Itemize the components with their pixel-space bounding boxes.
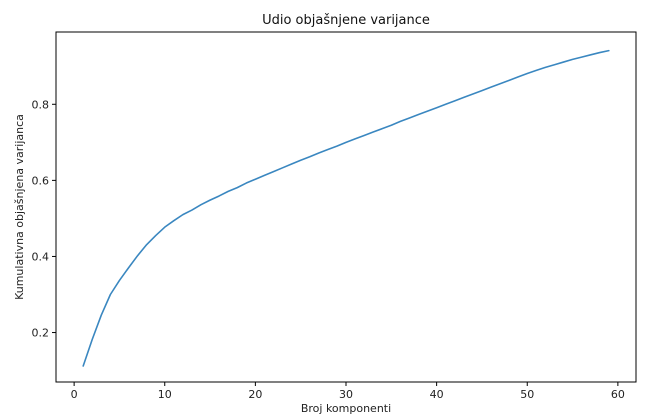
- data-point: [535, 69, 537, 71]
- data-point: [390, 124, 392, 126]
- data-point: [146, 244, 148, 246]
- x-tick-label: 0: [71, 388, 78, 401]
- data-point: [128, 267, 130, 269]
- data-point: [345, 141, 347, 143]
- data-points: [82, 50, 610, 367]
- data-point: [572, 58, 574, 60]
- data-point: [82, 365, 84, 367]
- data-point: [200, 204, 202, 206]
- data-point: [300, 159, 302, 161]
- data-point: [282, 167, 284, 169]
- x-tick-label: 50: [520, 388, 534, 401]
- data-point: [372, 131, 374, 133]
- y-axis-label: Kumulativna objašnjena varijanca: [13, 114, 26, 300]
- data-point: [354, 138, 356, 140]
- data-point: [499, 83, 501, 85]
- data-point: [318, 152, 320, 154]
- data-point: [590, 54, 592, 56]
- data-point: [363, 134, 365, 136]
- data-point: [553, 64, 555, 66]
- data-point: [408, 117, 410, 119]
- data-point: [118, 279, 120, 281]
- data-point: [218, 195, 220, 197]
- data-point: [599, 52, 601, 54]
- data-point: [137, 255, 139, 257]
- x-tick-label: 60: [611, 388, 625, 401]
- data-point: [100, 314, 102, 316]
- x-axis: 0 10 20 30 40 50 60: [71, 382, 625, 401]
- x-axis-label: Broj komponenti: [301, 402, 391, 415]
- data-point: [544, 66, 546, 68]
- data-point: [191, 209, 193, 211]
- data-point: [91, 338, 93, 340]
- data-point: [381, 128, 383, 130]
- data-point: [254, 178, 256, 180]
- data-point: [164, 226, 166, 228]
- x-tick-label: 30: [339, 388, 353, 401]
- data-point: [236, 187, 238, 189]
- data-point: [336, 145, 338, 147]
- data-point: [173, 220, 175, 222]
- x-tick-label: 10: [158, 388, 172, 401]
- data-point: [245, 182, 247, 184]
- data-point: [436, 107, 438, 109]
- data-point: [427, 110, 429, 112]
- data-point: [273, 171, 275, 173]
- y-tick-label: 0.8: [32, 98, 50, 111]
- data-point: [481, 90, 483, 92]
- x-tick-label: 20: [248, 388, 262, 401]
- data-point: [508, 79, 510, 81]
- y-tick-label: 0.2: [32, 327, 50, 340]
- y-tick-label: 0.6: [32, 174, 50, 187]
- data-point: [454, 100, 456, 102]
- x-tick-label: 40: [430, 388, 444, 401]
- data-point: [418, 114, 420, 116]
- data-point: [563, 61, 565, 63]
- data-point: [472, 93, 474, 95]
- data-point: [526, 72, 528, 74]
- y-tick-label: 0.4: [32, 250, 50, 263]
- data-point: [209, 199, 211, 201]
- data-point: [399, 120, 401, 122]
- data-point: [581, 56, 583, 58]
- data-point: [155, 235, 157, 237]
- data-point: [263, 174, 265, 176]
- y-axis: 0.2 0.4 0.6 0.8: [32, 98, 56, 340]
- data-point: [109, 294, 111, 296]
- data-point: [608, 50, 610, 52]
- series-line: [82, 49, 610, 367]
- data-point: [227, 190, 229, 192]
- data-point: [291, 163, 293, 165]
- data-point: [182, 214, 184, 216]
- chart-title: Udio objašnjene varijance: [262, 13, 430, 28]
- data-point: [490, 86, 492, 88]
- data-point: [463, 96, 465, 98]
- plot-frame: [55, 31, 637, 383]
- data-point: [445, 103, 447, 105]
- data-point: [517, 76, 519, 78]
- data-point: [309, 156, 311, 158]
- data-point: [327, 149, 329, 151]
